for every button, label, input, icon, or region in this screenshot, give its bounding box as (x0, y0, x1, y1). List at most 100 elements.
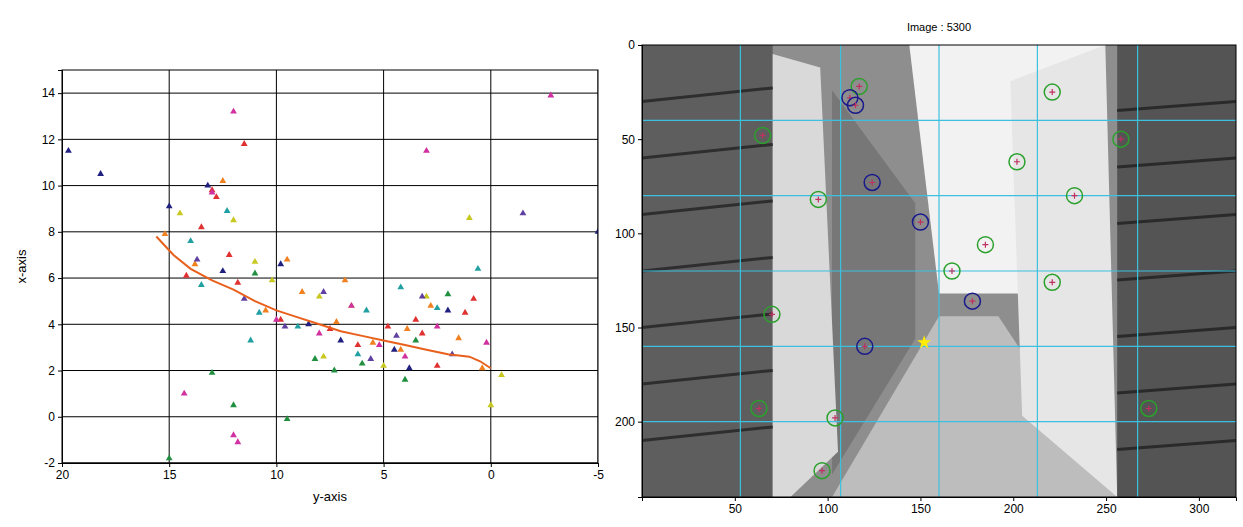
marker-ring (1141, 400, 1157, 416)
marker-ring (864, 174, 880, 190)
tick: 15 (163, 463, 177, 482)
plot-frame (642, 45, 1236, 497)
data-point (455, 334, 462, 340)
tick-label: 0 (48, 410, 55, 424)
tick-label: 15 (163, 468, 177, 482)
feature-marker (764, 306, 780, 322)
marker-cross (969, 298, 975, 304)
data-point (183, 272, 190, 278)
x-axis: 20151050-5 (56, 463, 604, 482)
data-point (198, 223, 205, 229)
marker-cross (852, 102, 858, 108)
data-point (198, 281, 205, 287)
tick: 6 (48, 271, 62, 285)
axis-line (638, 46, 643, 498)
tick: 200 (615, 415, 642, 429)
tick: 5 (381, 463, 388, 482)
y-axis: 0 50 100 150 200 (615, 38, 643, 497)
data-point (333, 318, 340, 324)
photo-shelf (1117, 328, 1236, 337)
x-axis-title: y-axis (313, 489, 347, 504)
data-point (252, 270, 259, 276)
photo-shelf (642, 427, 773, 441)
data-point (252, 258, 259, 264)
photo-shelf (642, 88, 773, 102)
data-point (194, 256, 201, 262)
marker-ring (912, 214, 928, 230)
chart-panel: 50100150200250300050100150200Image : 530… (615, 21, 1237, 516)
marker-cross (917, 219, 923, 225)
data-point (547, 92, 554, 98)
data-point (269, 276, 276, 282)
tick: 100 (818, 497, 838, 516)
data-point (406, 364, 413, 370)
data-point (397, 283, 404, 289)
tick: 0 (488, 463, 495, 482)
data-point (427, 302, 434, 308)
marker-cross (869, 179, 875, 185)
marker-cross (856, 83, 862, 89)
plot-frame (62, 70, 598, 463)
y-axis: -202468101214 (42, 71, 63, 471)
data-point (487, 401, 494, 407)
data-point (404, 325, 411, 331)
tick: 100 (615, 227, 642, 241)
guide-line (642, 120, 1236, 121)
feature-marker (814, 463, 830, 479)
feature-marker (857, 338, 873, 354)
feature-marker (851, 78, 867, 94)
feature-marker (964, 293, 980, 309)
tick-label: 8 (48, 225, 55, 239)
data-point (348, 302, 355, 308)
tick-label: 0 (488, 468, 495, 482)
data-point (445, 306, 452, 312)
marker-ring (1044, 84, 1060, 100)
tick-label: 150 (911, 502, 931, 516)
data-point (359, 360, 366, 366)
tick: 150 (615, 321, 642, 335)
data-point (316, 330, 323, 336)
feature-marker (827, 410, 843, 426)
tick-label: 20 (56, 468, 70, 482)
grid-line (62, 139, 598, 140)
tick-mark (58, 232, 62, 233)
data-point (224, 207, 231, 213)
marker-ring (944, 263, 960, 279)
data-point (65, 147, 72, 153)
marker-ring (755, 127, 771, 143)
marker-ring (1044, 274, 1060, 290)
tick-label: 50 (622, 133, 636, 147)
data-point (97, 170, 104, 176)
tick-label: 0 (628, 38, 635, 52)
tick-label: 5 (381, 468, 388, 482)
axis-line (643, 498, 1237, 502)
tick-mark (1013, 497, 1014, 501)
tick: 0 (48, 410, 62, 424)
feature-marker (1009, 154, 1025, 170)
data-point (391, 346, 398, 352)
tick-mark (491, 463, 492, 467)
marker-ring (827, 410, 843, 426)
guide-line (642, 346, 1236, 347)
data-point (312, 355, 319, 361)
tick-mark (58, 463, 62, 464)
data-point (917, 335, 931, 348)
tick-label: 200 (1004, 502, 1024, 516)
photo-shelf (1117, 441, 1236, 450)
data-point (434, 304, 441, 310)
tick-mark (384, 463, 385, 467)
data-point (226, 251, 233, 257)
tick-mark (276, 463, 277, 467)
data-point (177, 209, 184, 215)
photo-shelf (1117, 158, 1236, 167)
tick-label: 300 (1189, 502, 1209, 516)
tick-mark (58, 371, 62, 372)
data-point (342, 276, 349, 282)
photo-shelf (1117, 102, 1236, 111)
marker-ring (1067, 188, 1083, 204)
data-point (247, 337, 254, 343)
data-point (282, 323, 289, 329)
axis-line (63, 464, 599, 468)
grid-line (169, 70, 170, 463)
tick-mark (638, 422, 642, 423)
